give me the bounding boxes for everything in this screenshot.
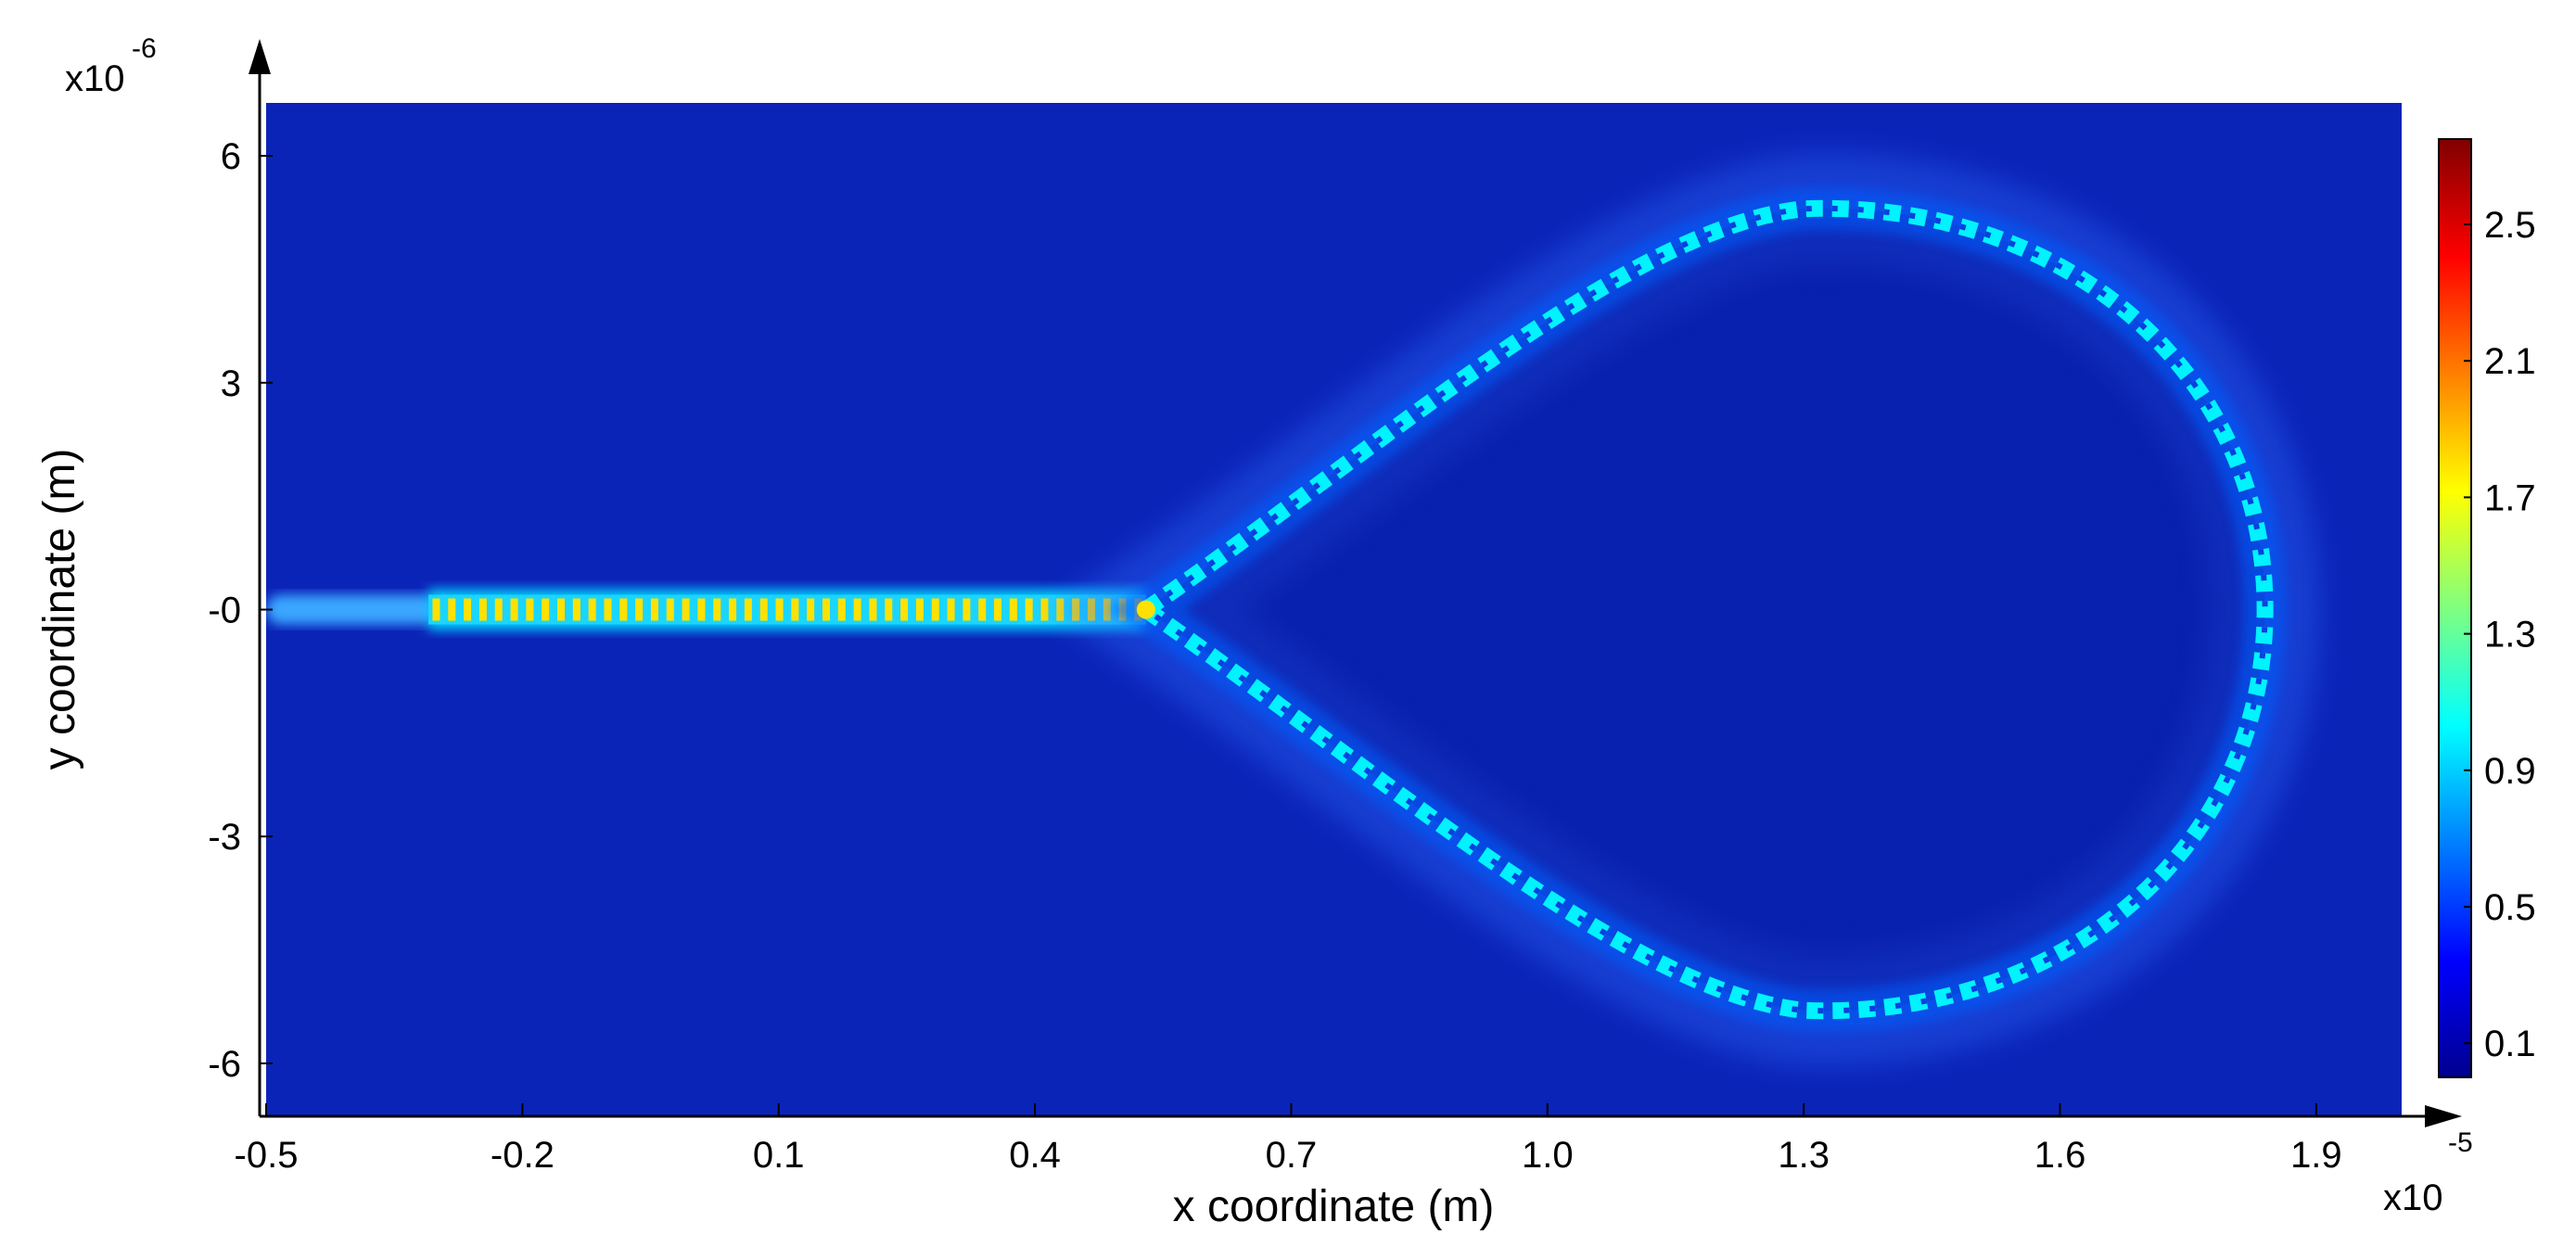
x-tick-label: 1.0 xyxy=(1522,1135,1574,1176)
waveguide-mode-peak xyxy=(572,598,580,621)
x-multiplier-exponent: -5 xyxy=(2448,1127,2473,1158)
colorbar-tick-label: 0.5 xyxy=(2484,887,2536,928)
waveguide-mode-peak xyxy=(650,598,658,621)
colorbar-tick-label: 0.9 xyxy=(2484,751,2536,792)
waveguide-mode-peak xyxy=(526,598,534,621)
x-tick-label: -0.2 xyxy=(491,1135,555,1176)
waveguide-mode-peak xyxy=(1040,598,1049,621)
y-axis-arrow xyxy=(249,39,271,74)
waveguide-mode-peak xyxy=(837,598,846,621)
waveguide-mode-peak xyxy=(963,598,971,621)
waveguide-mode-peak xyxy=(588,598,596,621)
x-tick-label: 1.3 xyxy=(1778,1135,1830,1176)
waveguide-mode-peak xyxy=(791,598,799,621)
y-tick-label: -0 xyxy=(208,591,241,631)
waveguide-mode-peak xyxy=(542,598,550,621)
waveguide-core xyxy=(428,594,1146,625)
waveguide-mode-peak xyxy=(1009,598,1017,621)
x-tick-label: 1.9 xyxy=(2290,1135,2342,1176)
waveguide-mode-peak xyxy=(775,598,784,621)
waveguide-mode-peak xyxy=(682,598,690,621)
x-tick-label: 0.7 xyxy=(1266,1135,1318,1176)
waveguide-mode-peak xyxy=(432,598,440,621)
waveguide-mode-peak xyxy=(619,598,628,621)
loop-edge xyxy=(1131,199,2274,1020)
colorbar xyxy=(2438,138,2472,1078)
waveguide-mode-peak xyxy=(604,598,612,621)
input-beam-faint xyxy=(266,594,439,625)
split-point xyxy=(1136,600,1155,619)
waveguide-mode-peak xyxy=(978,598,987,621)
waveguide-mode-peak xyxy=(759,598,768,621)
x-tick-label: -0.5 xyxy=(235,1135,299,1176)
waveguide-mode-peak xyxy=(713,598,721,621)
colorbar-tick-label: 1.7 xyxy=(2484,477,2536,518)
colorbar-tick-label: 1.3 xyxy=(2484,615,2536,655)
waveguide-mode-peak xyxy=(697,598,706,621)
waveguide-mode-peak xyxy=(744,598,752,621)
waveguide-mode-peak xyxy=(915,598,924,621)
colorbar-tick-label: 2.5 xyxy=(2484,205,2536,246)
waveguide-mode-peak xyxy=(464,598,472,621)
y-axis-label: y coordinate (m) xyxy=(35,449,84,770)
waveguide-mode-peak xyxy=(1025,598,1033,621)
waveguide-mode-peak xyxy=(931,598,939,621)
y-multiplier-base: x10 xyxy=(65,58,125,99)
waveguide-mode-peak xyxy=(666,598,674,621)
waveguide-mode-peak xyxy=(947,598,955,621)
x-tick-label: 1.6 xyxy=(2034,1135,2086,1176)
colorbar-tick-label: 2.1 xyxy=(2484,341,2536,382)
waveguide-mode-peak xyxy=(900,598,909,621)
colorbar-tick-label: 0.1 xyxy=(2484,1024,2536,1064)
y-multiplier-exponent: -6 xyxy=(132,33,157,64)
y-tick-label: 6 xyxy=(221,136,241,177)
waveguide-mode-peak xyxy=(635,598,644,621)
x-axis-label: x coordinate (m) xyxy=(1173,1182,1495,1231)
waveguide-mode-peak xyxy=(853,598,861,621)
colorbar-ticks: 0.1 0.5 0.9 1.3 1.7 2.1 2.5 xyxy=(2464,205,2536,1064)
y-tick-label: -6 xyxy=(208,1044,241,1085)
waveguide-mode-peak xyxy=(822,598,830,621)
x-multiplier-base: x10 xyxy=(2383,1177,2443,1218)
waveguide-mode-peak xyxy=(869,598,877,621)
waveguide-mode-peak xyxy=(510,598,518,621)
waveguide-mode-peak xyxy=(557,598,566,621)
waveguide-mode-peak xyxy=(494,598,503,621)
x-axis-arrow xyxy=(2425,1105,2462,1127)
x-tick-label: 0.4 xyxy=(1009,1135,1061,1176)
y-tick-label: -3 xyxy=(208,817,241,858)
waveguide-mode-peak xyxy=(478,598,487,621)
axes: -0.5 -0.2 0.1 0.4 0.7 1.0 1.3 1.6 1.9 6 3 -0 -3 -6 xyxy=(208,39,2462,1176)
waveguide-mode-peak xyxy=(448,598,456,621)
waveguide-mode-peak xyxy=(885,598,893,621)
waveguide-mode-peak xyxy=(994,598,1002,621)
waveguide-mode-peak xyxy=(807,598,815,621)
waveguide-mode-peak xyxy=(729,598,737,621)
field-layer xyxy=(266,152,2321,1067)
y-tick-label: 3 xyxy=(221,363,241,404)
x-tick-label: 0.1 xyxy=(753,1135,805,1176)
